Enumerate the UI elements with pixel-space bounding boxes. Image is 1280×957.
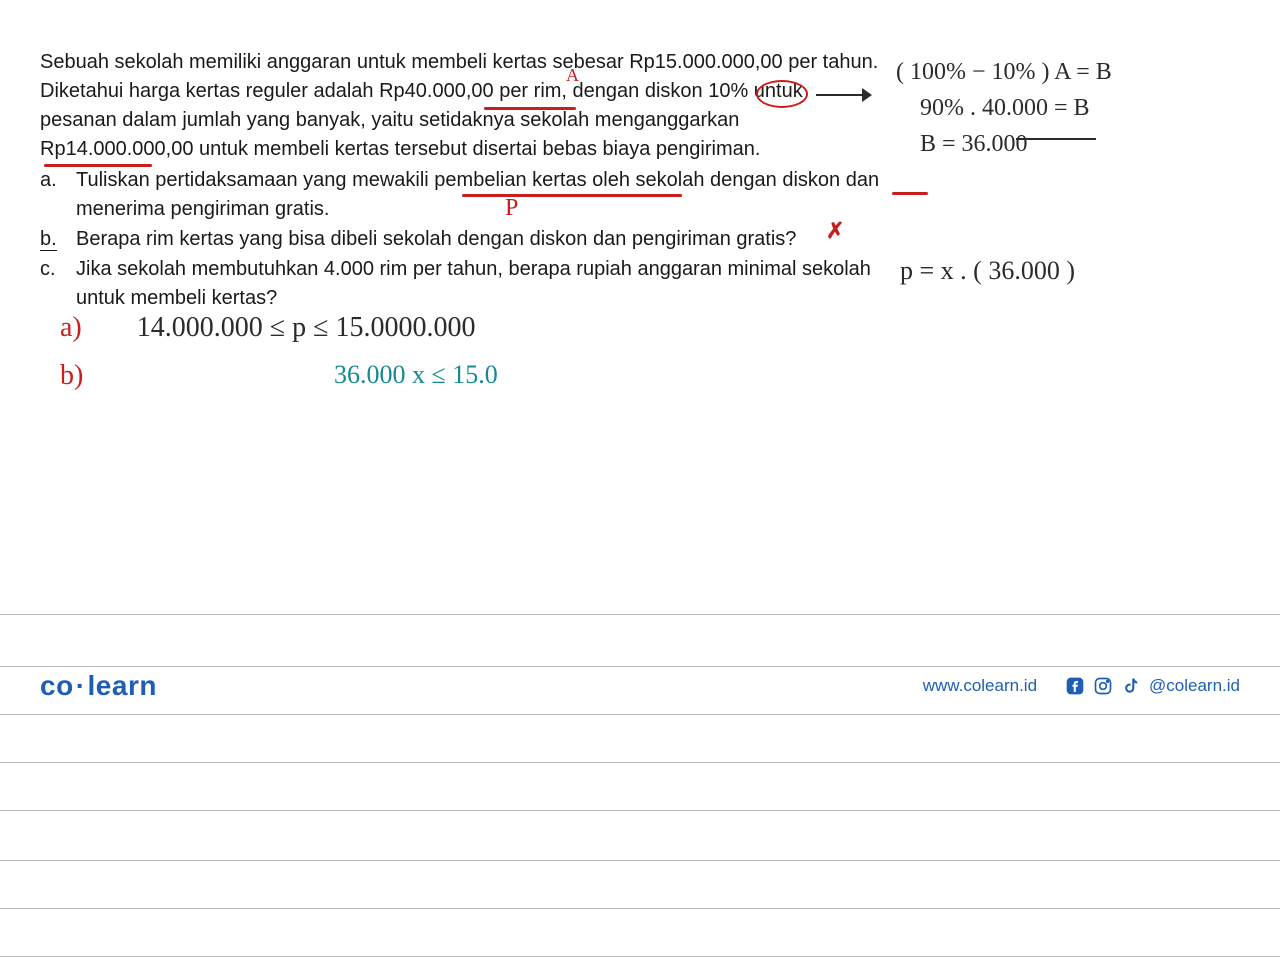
annotation-a-mark: A xyxy=(566,65,579,86)
footer-right: www.colearn.id @colearn.id xyxy=(923,676,1240,696)
answer-a-label: a) xyxy=(60,312,82,343)
problem-item-b: b. Berapa rim kertas yang bisa dibeli se… xyxy=(40,225,880,254)
list-body: Berapa rim kertas yang bisa dibeli sekol… xyxy=(76,225,880,254)
list-marker: a. xyxy=(40,166,76,224)
calc-line: ( 100% − 10% ) A = B xyxy=(896,54,1112,90)
footer-handle[interactable]: @colearn.id xyxy=(1149,676,1240,696)
problem-item-a: a. Tuliskan pertidaksamaan yang mewakili… xyxy=(40,166,880,224)
problem-block: Sebuah sekolah memiliki anggaran untuk m… xyxy=(40,48,880,313)
answer-a-expr: 14.000.000 ≤ p ≤ 15.0000.000 xyxy=(137,312,476,343)
logo-text-left: co xyxy=(40,670,74,701)
underline-40000 xyxy=(1016,138,1096,140)
list-marker: b. xyxy=(40,225,76,254)
problem-item-c: c. Jika sekolah membutuhkan 4.000 rim pe… xyxy=(40,255,880,313)
list-marker: c. xyxy=(40,255,76,313)
footer: co·learn www.colearn.id @colearn.id xyxy=(0,670,1280,702)
annotation-x-mark: ✗ xyxy=(826,218,844,244)
problem-list: a. Tuliskan pertidaksamaan yang mewakili… xyxy=(40,166,880,313)
footer-url[interactable]: www.colearn.id xyxy=(923,676,1037,696)
annotation-p-mark: P xyxy=(505,195,518,222)
answer-b-expr: 36.000 x ≤ 15.0 xyxy=(334,360,498,390)
logo-dot-icon: · xyxy=(74,670,88,701)
tiktok-icon[interactable] xyxy=(1121,676,1141,696)
answer-b-label: b) xyxy=(60,360,83,392)
circle-annotation xyxy=(756,80,808,108)
calc-line: 90% . 40.000 = B xyxy=(896,90,1112,126)
list-body: Jika sekolah membutuhkan 4.000 rim per t… xyxy=(76,255,880,313)
red-underline xyxy=(484,107,576,110)
answer-a: a) 14.000.000 ≤ p ≤ 15.0000.000 xyxy=(60,312,476,344)
red-underline-b xyxy=(892,192,928,195)
red-underline xyxy=(44,164,152,167)
calc-line: B = 36.000 xyxy=(896,126,1112,162)
arrow-annotation xyxy=(816,86,878,104)
brand-logo: co·learn xyxy=(40,670,157,702)
facebook-icon[interactable] xyxy=(1065,676,1085,696)
social-block: @colearn.id xyxy=(1065,676,1240,696)
calculation-block: ( 100% − 10% ) A = B 90% . 40.000 = B B … xyxy=(896,54,1112,162)
equation-p: p = x . ( 36.000 ) xyxy=(900,256,1075,286)
problem-intro: Sebuah sekolah memiliki anggaran untuk m… xyxy=(40,48,880,164)
instagram-icon[interactable] xyxy=(1093,676,1113,696)
red-underline xyxy=(462,194,682,197)
logo-text-right: learn xyxy=(88,670,157,701)
